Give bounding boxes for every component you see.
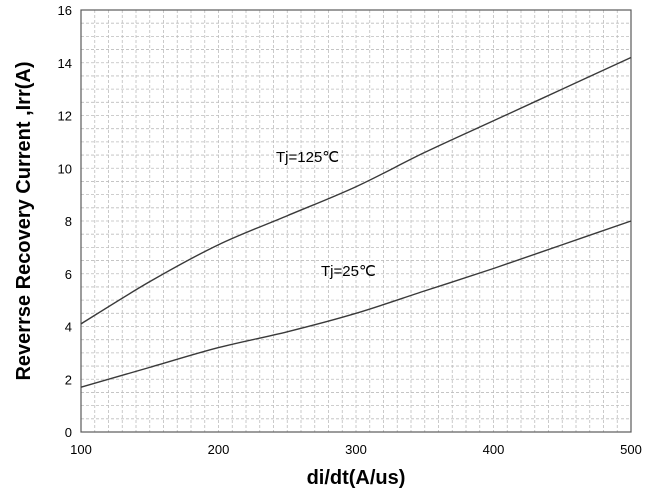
y-tick-label: 2 [65, 372, 72, 387]
y-tick-label: 10 [58, 161, 72, 176]
y-tick-label: 14 [58, 56, 72, 71]
grid [81, 10, 631, 432]
series-line-tj25 [80, 220, 632, 388]
x-tick-label: 200 [208, 442, 230, 457]
x-axis-title: di/dt(A/us) [307, 467, 406, 489]
x-tick-labels: 100 200 300 400 500 [70, 442, 642, 457]
y-tick-label: 6 [65, 267, 72, 282]
y-tick-label: 16 [58, 3, 72, 18]
x-tick-label: 500 [620, 442, 642, 457]
series-line-tj125 [80, 56, 632, 325]
y-tick-label: 4 [65, 320, 72, 335]
x-tick-label: 300 [345, 442, 367, 457]
x-tick-label: 100 [70, 442, 92, 457]
y-tick-labels: 0 2 4 6 8 10 12 14 16 [58, 3, 72, 440]
x-tick-label: 400 [483, 442, 505, 457]
series-group [80, 56, 632, 388]
y-tick-label: 0 [65, 425, 72, 440]
series-label-tj125: Tj=125℃ [276, 149, 339, 166]
y-tick-label: 8 [65, 214, 72, 229]
y-axis-title: Reverrse Recovery Current ,Irr(A) [13, 61, 35, 380]
y-tick-label: 12 [58, 109, 72, 124]
series-label-tj25: Tj=25℃ [321, 263, 376, 280]
